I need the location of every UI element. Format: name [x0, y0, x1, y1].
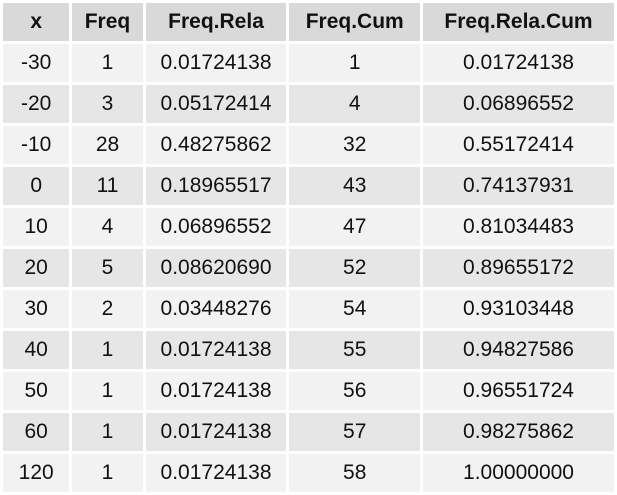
- cell-freq: 28: [72, 126, 143, 164]
- cell-freq: 4: [72, 208, 143, 246]
- cell-x: -20: [3, 85, 70, 123]
- cell-x: -30: [3, 44, 70, 82]
- cell-freq-rela: 0.01724138: [145, 331, 287, 369]
- column-header-freq-rela-cum: Freq.Rela.Cum: [423, 3, 614, 41]
- cell-freq-cum: 32: [289, 126, 421, 164]
- cell-freq: 3: [72, 85, 143, 123]
- cell-x: 40: [3, 331, 70, 369]
- cell-freq: 2: [72, 290, 143, 328]
- cell-freq-rela-cum: 0.98275862: [423, 413, 614, 451]
- table-row: 120 1 0.01724138 58 1.00000000: [3, 454, 614, 492]
- cell-freq-rela-cum: 0.06896552: [423, 85, 614, 123]
- table-row: -10 28 0.48275862 32 0.55172414: [3, 126, 614, 164]
- cell-freq-rela: 0.05172414: [145, 85, 287, 123]
- column-header-freq-rela: Freq.Rela: [145, 3, 287, 41]
- cell-freq-cum: 52: [289, 249, 421, 287]
- cell-freq-rela-cum: 0.94827586: [423, 331, 614, 369]
- column-header-freq: Freq: [72, 3, 143, 41]
- table-row: 0 11 0.18965517 43 0.74137931: [3, 167, 614, 205]
- cell-x: 10: [3, 208, 70, 246]
- cell-freq-rela-cum: 0.96551724: [423, 372, 614, 410]
- cell-freq-cum: 43: [289, 167, 421, 205]
- cell-freq-cum: 1: [289, 44, 421, 82]
- cell-freq-rela-cum: 0.89655172: [423, 249, 614, 287]
- cell-freq: 11: [72, 167, 143, 205]
- cell-freq-rela-cum: 0.81034483: [423, 208, 614, 246]
- cell-freq-rela: 0.03448276: [145, 290, 287, 328]
- cell-freq: 1: [72, 331, 143, 369]
- cell-freq-rela: 0.01724138: [145, 413, 287, 451]
- cell-freq: 1: [72, 372, 143, 410]
- cell-freq-rela-cum: 0.01724138: [423, 44, 614, 82]
- cell-freq: 1: [72, 413, 143, 451]
- cell-freq-rela: 0.01724138: [145, 454, 287, 492]
- cell-freq-cum: 54: [289, 290, 421, 328]
- table-row: 40 1 0.01724138 55 0.94827586: [3, 331, 614, 369]
- cell-x: -10: [3, 126, 70, 164]
- table-row: -30 1 0.01724138 1 0.01724138: [3, 44, 614, 82]
- cell-freq-cum: 4: [289, 85, 421, 123]
- header-row: x Freq Freq.Rela Freq.Cum Freq.Rela.Cum: [3, 3, 614, 41]
- cell-x: 120: [3, 454, 70, 492]
- cell-freq-rela-cum: 1.00000000: [423, 454, 614, 492]
- cell-freq-rela-cum: 0.55172414: [423, 126, 614, 164]
- cell-freq-rela: 0.01724138: [145, 44, 287, 82]
- cell-freq-rela: 0.08620690: [145, 249, 287, 287]
- cell-freq-rela: 0.01724138: [145, 372, 287, 410]
- table-row: -20 3 0.05172414 4 0.06896552: [3, 85, 614, 123]
- cell-x: 0: [3, 167, 70, 205]
- cell-freq-cum: 56: [289, 372, 421, 410]
- cell-freq: 1: [72, 44, 143, 82]
- cell-x: 30: [3, 290, 70, 328]
- cell-freq: 5: [72, 249, 143, 287]
- table-row: 10 4 0.06896552 47 0.81034483: [3, 208, 614, 246]
- cell-freq-cum: 47: [289, 208, 421, 246]
- table-row: 30 2 0.03448276 54 0.93103448: [3, 290, 614, 328]
- cell-freq-rela: 0.06896552: [145, 208, 287, 246]
- cell-freq-rela-cum: 0.93103448: [423, 290, 614, 328]
- cell-x: 20: [3, 249, 70, 287]
- column-header-x: x: [3, 3, 70, 41]
- table-row: 50 1 0.01724138 56 0.96551724: [3, 372, 614, 410]
- cell-freq: 1: [72, 454, 143, 492]
- cell-freq-rela: 0.48275862: [145, 126, 287, 164]
- cell-freq-rela-cum: 0.74137931: [423, 167, 614, 205]
- cell-x: 60: [3, 413, 70, 451]
- cell-freq-cum: 57: [289, 413, 421, 451]
- cell-freq-cum: 58: [289, 454, 421, 492]
- table-row: 20 5 0.08620690 52 0.89655172: [3, 249, 614, 287]
- cell-x: 50: [3, 372, 70, 410]
- cell-freq-rela: 0.18965517: [145, 167, 287, 205]
- cell-freq-cum: 55: [289, 331, 421, 369]
- table-row: 60 1 0.01724138 57 0.98275862: [3, 413, 614, 451]
- column-header-freq-cum: Freq.Cum: [289, 3, 421, 41]
